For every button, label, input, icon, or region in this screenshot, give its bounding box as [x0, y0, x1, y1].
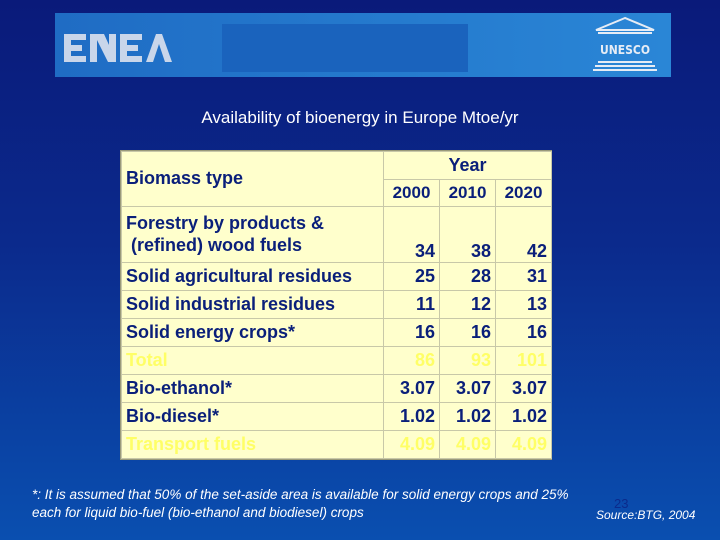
value-2020: 1.02	[494, 401, 553, 431]
biomass-type-header: Biomass type	[121, 151, 384, 207]
year-2020-header: 2020	[494, 179, 553, 207]
year-2000-header: 2000	[383, 179, 440, 207]
value-2010: 4.09	[439, 429, 496, 460]
year-header: Year	[382, 150, 553, 181]
table-row: Solid energy crops* 16 16 16	[121, 317, 553, 347]
value-2020: 42	[494, 205, 553, 263]
table-row-transport-total: Transport fuels 4.09 4.09 4.09	[121, 429, 553, 460]
source-citation: Source:BTG, 2004	[596, 508, 696, 522]
value-2010: 38	[439, 205, 496, 263]
table-row: Bio-diesel* 1.02 1.02 1.02	[121, 401, 553, 431]
slide-number: 23	[614, 496, 629, 511]
value-2000: 16	[383, 317, 440, 347]
value-2020: 31	[494, 261, 553, 291]
unesco-logo: UNESCO	[593, 16, 657, 71]
row-label: Forestry by products & (refined) wood fu…	[121, 205, 384, 263]
value-2020: 4.09	[494, 429, 553, 460]
slide-title: Availability of bioenergy in Europe Mtoe…	[201, 108, 519, 127]
row-label: Total	[121, 345, 384, 375]
row-label: Solid industrial residues	[121, 289, 384, 319]
value-2010: 1.02	[439, 401, 496, 431]
value-2010: 28	[439, 261, 496, 291]
row-label: Solid agricultural residues	[121, 261, 384, 291]
value-2000: 11	[383, 289, 440, 319]
table-row: Solid industrial residues 11 12 13	[121, 289, 553, 319]
year-2010-header: 2010	[439, 179, 496, 207]
value-2010: 12	[439, 289, 496, 319]
value-2010: 16	[439, 317, 496, 347]
table-header-row-1: Biomass type Year	[121, 150, 553, 207]
value-2000: 1.02	[383, 401, 440, 431]
enea-logo	[64, 34, 172, 62]
header-center-panel	[222, 24, 468, 72]
value-2010: 3.07	[439, 373, 496, 403]
value-2010: 93	[439, 345, 496, 375]
row-label: Bio-ethanol*	[121, 373, 384, 403]
value-2000: 86	[383, 345, 440, 375]
value-2020: 16	[494, 317, 553, 347]
bioenergy-table: Biomass type Year 2000 2010 2020 Forestr…	[120, 150, 553, 460]
row-label: Solid energy crops*	[121, 317, 384, 347]
table-row-total: Total 86 93 101	[121, 345, 553, 375]
value-2020: 3.07	[494, 373, 553, 403]
svg-text:UNESCO: UNESCO	[600, 43, 650, 57]
row-label-line2: (refined) wood fuels	[126, 235, 303, 256]
value-2000: 34	[383, 205, 440, 263]
table-row: Solid agricultural residues 25 28 31	[121, 261, 553, 291]
row-label: Bio-diesel*	[121, 401, 384, 431]
value-2020: 13	[494, 289, 553, 319]
value-2000: 3.07	[383, 373, 440, 403]
table-row: Forestry by products & (refined) wood fu…	[121, 205, 553, 263]
value-2000: 25	[383, 261, 440, 291]
table-row: Bio-ethanol* 3.07 3.07 3.07	[121, 373, 553, 403]
footnote: *: It is assumed that 50% of the set-asi…	[32, 487, 569, 520]
row-label-line1: Forestry by products &	[126, 213, 325, 234]
value-2020: 101	[494, 345, 553, 375]
table-header-row-2: 2000 2010 2020	[122, 179, 553, 207]
row-label: Transport fuels	[121, 429, 384, 460]
value-2000: 4.09	[383, 429, 440, 460]
